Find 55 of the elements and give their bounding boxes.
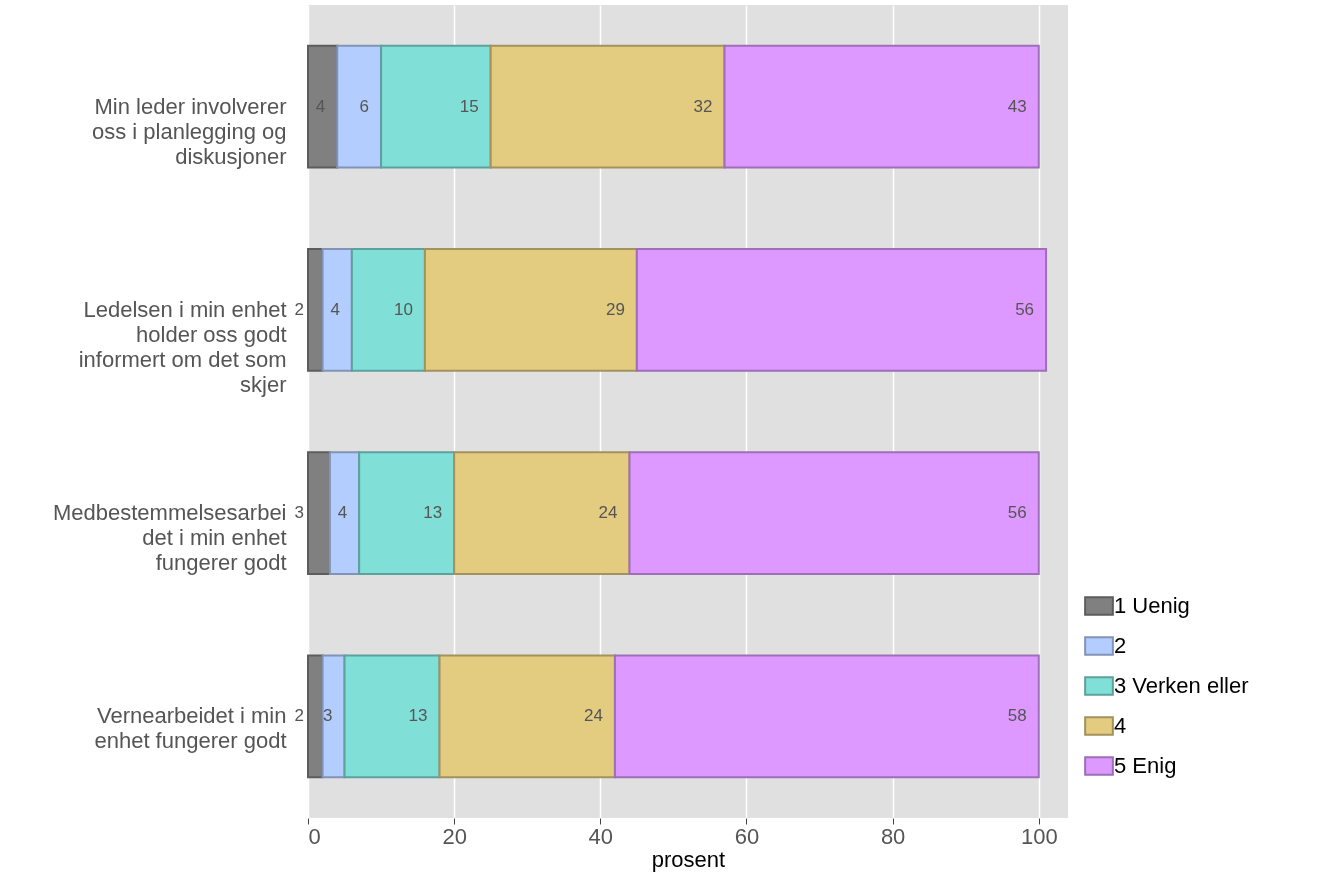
legend-label: 4: [1114, 713, 1127, 738]
bar: [380, 44, 492, 169]
bar: [307, 654, 324, 779]
data-label: 13: [408, 706, 428, 726]
data-label: 32: [693, 96, 713, 116]
data-label: 43: [1007, 96, 1027, 116]
bar: [343, 654, 441, 779]
data-label: 6: [359, 96, 370, 116]
data-label: 24: [598, 503, 618, 523]
data-label: 13: [423, 503, 443, 523]
y-tick-label: Ledelsen i min enhet holder oss godt informert om det som skjer: [78, 296, 287, 397]
bar: [453, 451, 631, 576]
bar: [307, 451, 331, 576]
data-label: 15: [459, 96, 479, 116]
data-label: 2: [294, 706, 304, 726]
bar: [438, 654, 616, 779]
bar: [307, 247, 324, 372]
data-label: 3: [323, 706, 333, 726]
x-tick-label: 60: [734, 823, 760, 849]
bar: [321, 654, 346, 779]
x-tick-label: 80: [880, 823, 906, 849]
data-label: 4: [330, 299, 340, 319]
legend-label: 1 Uenig: [1114, 593, 1190, 618]
bar: [307, 44, 339, 169]
bar: [336, 44, 383, 169]
data-label: 4: [337, 503, 348, 523]
data-label: 3: [294, 503, 304, 523]
x-tick-label: 20: [442, 823, 467, 849]
bar: [628, 451, 1040, 576]
bar: [723, 44, 1040, 169]
legend-label: 3 Verken eller: [1114, 673, 1249, 698]
legend-label: 5 Enig: [1114, 753, 1177, 778]
data-label: 58: [1007, 706, 1027, 726]
bar: [350, 247, 426, 372]
data-label: 2: [294, 299, 304, 319]
data-label: 56: [1007, 503, 1027, 523]
y-tick-label: Vernearbeidet i min enhet fungerer godt: [94, 703, 287, 754]
y-tick-label: Medbestemmelsesarbeidet i min enhet fungerer godt: [52, 500, 287, 576]
legend-label: 2: [1114, 633, 1127, 658]
x-axis-title: prosent: [651, 846, 726, 872]
bar: [328, 451, 361, 576]
bar: [613, 654, 1040, 779]
bar: [423, 247, 638, 372]
x-tick-label: 100: [1020, 823, 1058, 849]
bar: [321, 247, 353, 372]
y-tick-label: Min leder involverer oss i planlegging og diskusjoner: [92, 93, 287, 169]
x-tick-label: 40: [588, 823, 614, 849]
data-label: 56: [1015, 299, 1035, 319]
bar: [635, 247, 1048, 372]
bar: [358, 451, 456, 576]
x-tick-label: 0: [308, 823, 321, 849]
bar: [489, 44, 726, 169]
data-label: 29: [605, 299, 625, 319]
data-label: 24: [584, 706, 603, 726]
data-label: 10: [394, 299, 413, 319]
